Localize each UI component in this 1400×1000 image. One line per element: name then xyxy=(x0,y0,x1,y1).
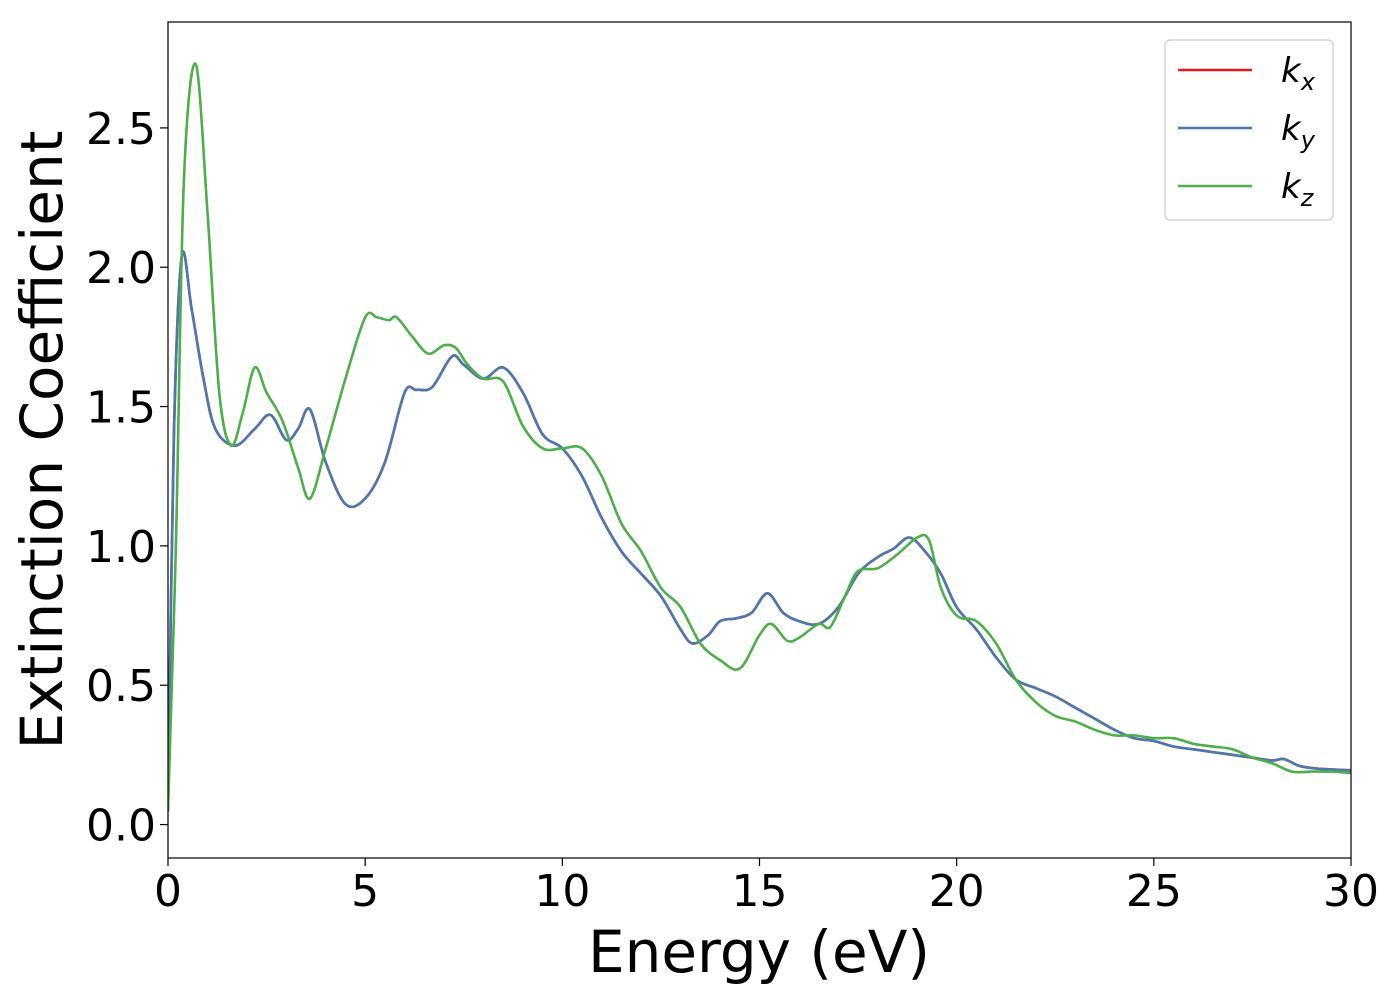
legend: kx ky kz xyxy=(1164,39,1334,221)
legend-box xyxy=(1164,39,1334,221)
x-tick-label: 10 xyxy=(534,866,590,917)
legend-label-ky: ky xyxy=(1281,109,1316,154)
x-tick-label: 5 xyxy=(351,866,379,917)
y-tick-label: 0.5 xyxy=(86,661,156,712)
x-tick-label: 15 xyxy=(732,866,788,917)
x-tick-label: 0 xyxy=(154,866,182,917)
x-tick-label: 25 xyxy=(1126,866,1182,917)
series-line-kx xyxy=(168,250,1351,812)
y-tick-label: 2.0 xyxy=(86,243,156,294)
x-tick-label: 30 xyxy=(1323,866,1379,917)
y-tick-label: 1.0 xyxy=(86,522,156,573)
series-line-kz xyxy=(168,62,1351,812)
legend-label-kx: kx xyxy=(1281,51,1316,96)
y-tick-label: 0.0 xyxy=(86,801,156,852)
ticks-layer: 0 5 10 15 20 25 30 0.0 0.5 1.0 1.5 2.0 2.5 xyxy=(86,104,1379,917)
y-axis-label: Extinction Coefficient xyxy=(8,131,76,750)
y-tick-label: 1.5 xyxy=(86,383,156,434)
plot-frame xyxy=(167,21,1352,859)
x-axis-label: Energy (eV) xyxy=(588,918,930,986)
y-tick-label: 2.5 xyxy=(86,104,156,155)
series-line-ky xyxy=(168,250,1351,812)
legend-label-kz: kz xyxy=(1281,167,1315,212)
plot-series-group xyxy=(168,62,1351,812)
x-tick-label: 20 xyxy=(929,866,985,917)
